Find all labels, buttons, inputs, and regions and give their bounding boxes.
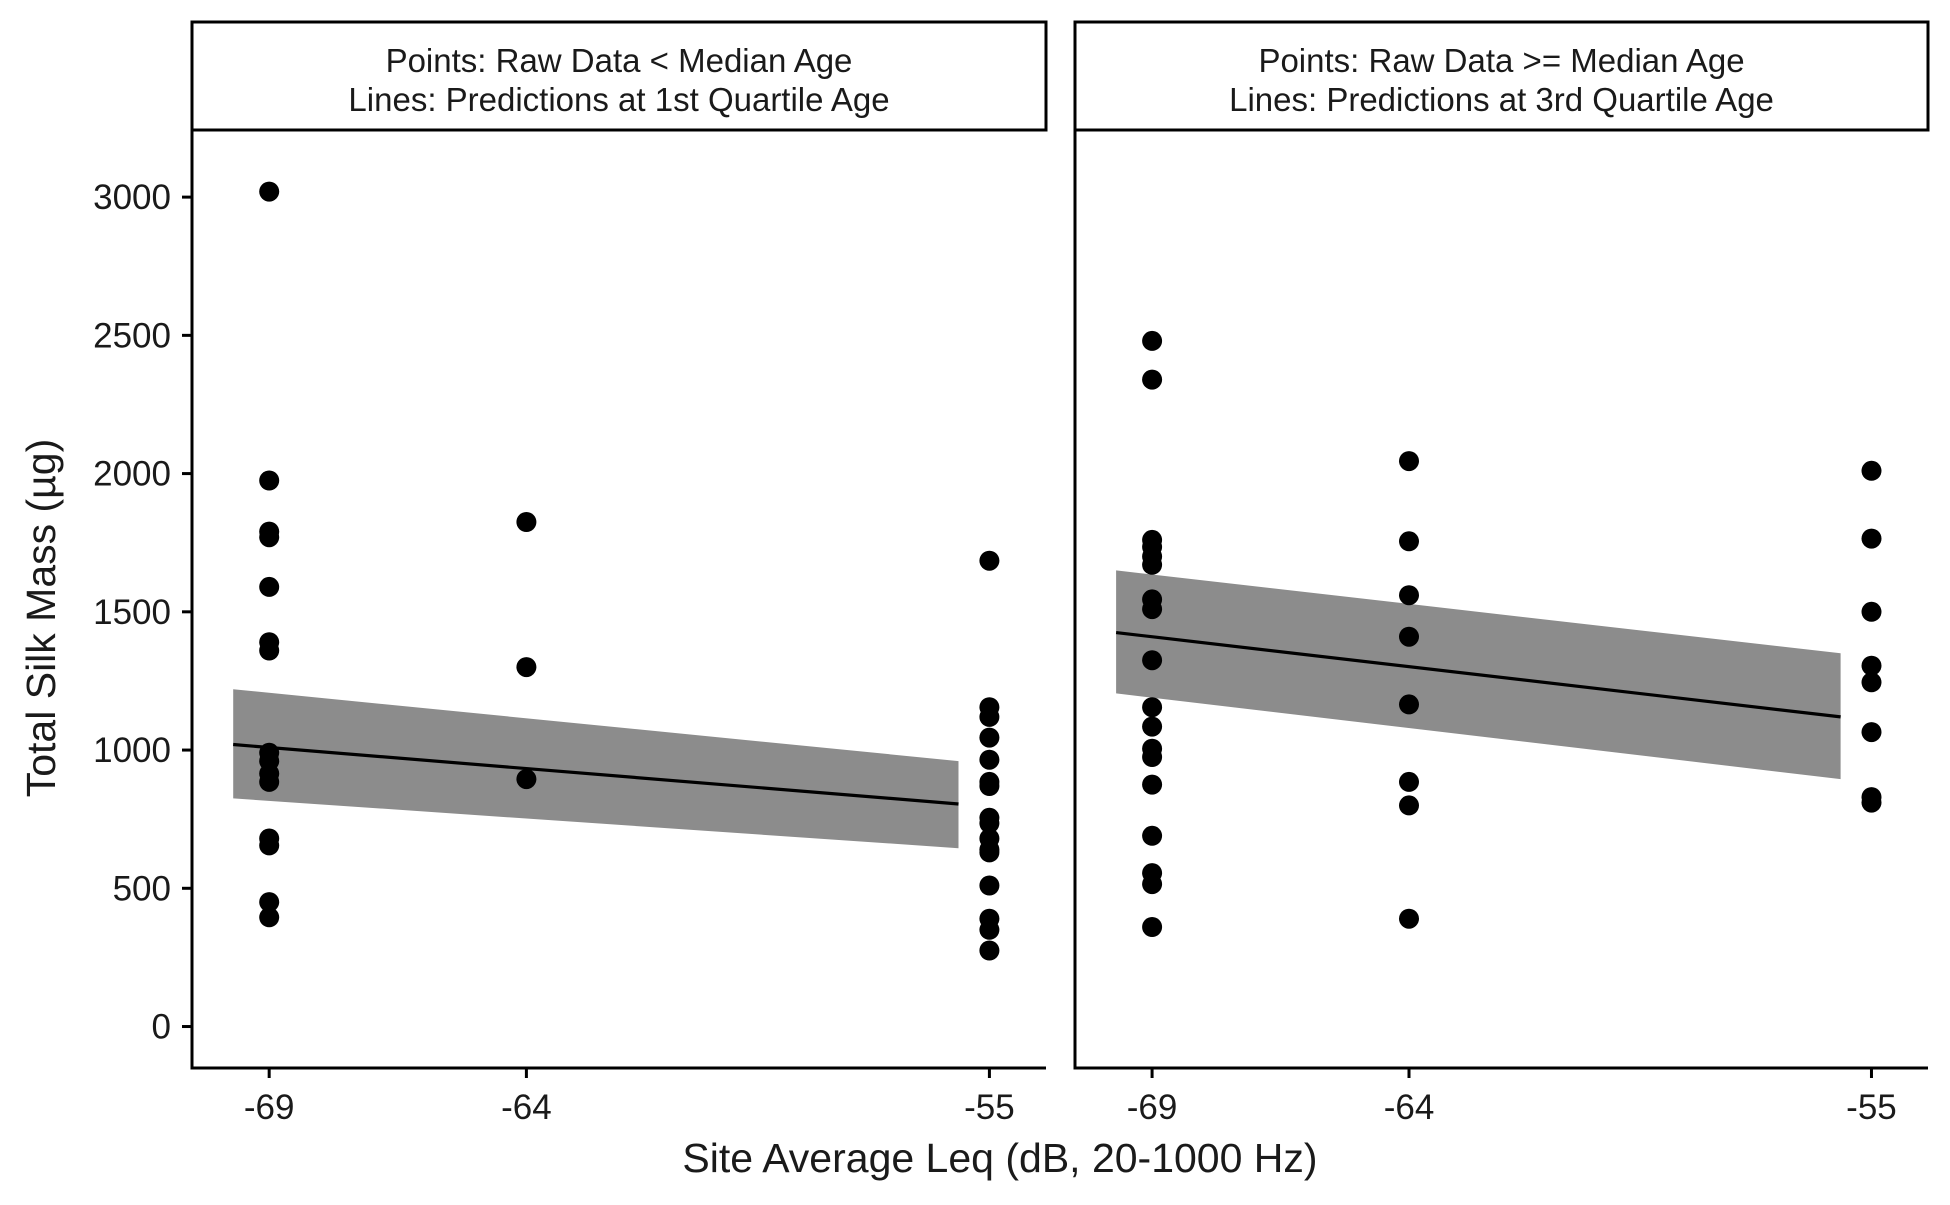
- y-axis-title: Total Silk Mass (µg): [18, 439, 64, 798]
- data-point: [979, 727, 1000, 748]
- data-point: [1399, 531, 1419, 552]
- data-point: [1142, 716, 1163, 737]
- data-point: [259, 640, 280, 661]
- data-point: [1142, 917, 1163, 937]
- data-point: [979, 749, 1000, 770]
- data-point: [259, 835, 280, 856]
- data-point: [1142, 599, 1163, 620]
- data-point: [1142, 554, 1163, 575]
- y-tick-label: 2500: [93, 316, 171, 355]
- y-tick-label: 3000: [93, 178, 171, 217]
- data-point: [1861, 672, 1882, 693]
- data-point: [979, 940, 1000, 961]
- y-axis: 0 500 1000 1500 2000 2500 3000: [93, 178, 192, 1047]
- data-point: [1399, 908, 1419, 929]
- data-point: [259, 470, 280, 491]
- facet-strip-box: [190, 20, 1048, 132]
- data-point: [259, 892, 280, 913]
- facet-strip-box: [1073, 20, 1930, 132]
- data-point: [979, 842, 1000, 863]
- confidence-band: [233, 689, 959, 849]
- data-point: [1142, 774, 1163, 795]
- y-tick-label: 500: [113, 869, 171, 908]
- data-point: [516, 512, 537, 532]
- x-tick-label: -64: [1384, 1088, 1435, 1127]
- data-point: [1861, 722, 1882, 743]
- data-point: [259, 907, 280, 928]
- data-point: [1861, 655, 1882, 676]
- x-tick-label: -64: [501, 1088, 552, 1127]
- data-point: [1399, 795, 1419, 816]
- data-point: [1142, 650, 1163, 671]
- facet-strip-label: Lines: Predictions at 1st Quartile Age: [348, 81, 889, 118]
- x-tick-label: -55: [964, 1088, 1015, 1127]
- y-tick-label: 1500: [93, 593, 171, 632]
- prediction-line: [1115, 630, 1841, 719]
- data-point: [979, 776, 1000, 796]
- data-points: [259, 181, 1000, 961]
- data-point: [1861, 792, 1882, 813]
- data-point: [1861, 528, 1882, 549]
- data-point: [516, 657, 537, 678]
- prediction-line: [233, 742, 959, 806]
- data-point: [979, 706, 1000, 727]
- y-tick-label: 2000: [93, 455, 171, 494]
- data-point: [1399, 771, 1419, 792]
- data-point: [1861, 601, 1882, 622]
- data-point: [979, 813, 1000, 834]
- data-point: [1399, 585, 1419, 606]
- data-point: [1399, 451, 1419, 472]
- y-tick-label: 0: [152, 1008, 171, 1047]
- data-point: [259, 576, 280, 597]
- facet-strip-label: Points: Raw Data < Median Age: [386, 42, 853, 79]
- x-tick-label: -69: [1127, 1088, 1178, 1127]
- x-tick-label: -55: [1846, 1088, 1897, 1127]
- data-point: [1399, 626, 1419, 647]
- facet-strip-label: Lines: Predictions at 3rd Quartile Age: [1229, 81, 1774, 118]
- data-point: [259, 181, 280, 202]
- data-point: [516, 769, 537, 790]
- y-tick-label: 1000: [93, 731, 171, 770]
- data-point: [1142, 330, 1163, 351]
- data-point: [1142, 874, 1163, 895]
- data-point: [1399, 694, 1419, 715]
- data-points: [1142, 330, 1882, 937]
- data-point: [979, 919, 1000, 940]
- data-point: [1142, 369, 1163, 390]
- facet-strip-label: Points: Raw Data >= Median Age: [1258, 42, 1744, 79]
- x-axis-title: Site Average Leq (dB, 20-1000 Hz): [682, 1135, 1317, 1181]
- data-point: [259, 527, 280, 548]
- data-point: [979, 550, 1000, 571]
- data-point: [1861, 460, 1882, 481]
- data-point: [979, 875, 1000, 896]
- data-point: [1142, 697, 1163, 718]
- x-tick-label: -69: [244, 1088, 295, 1127]
- data-point: [259, 771, 280, 792]
- data-point: [1142, 747, 1163, 767]
- data-point: [1142, 825, 1163, 846]
